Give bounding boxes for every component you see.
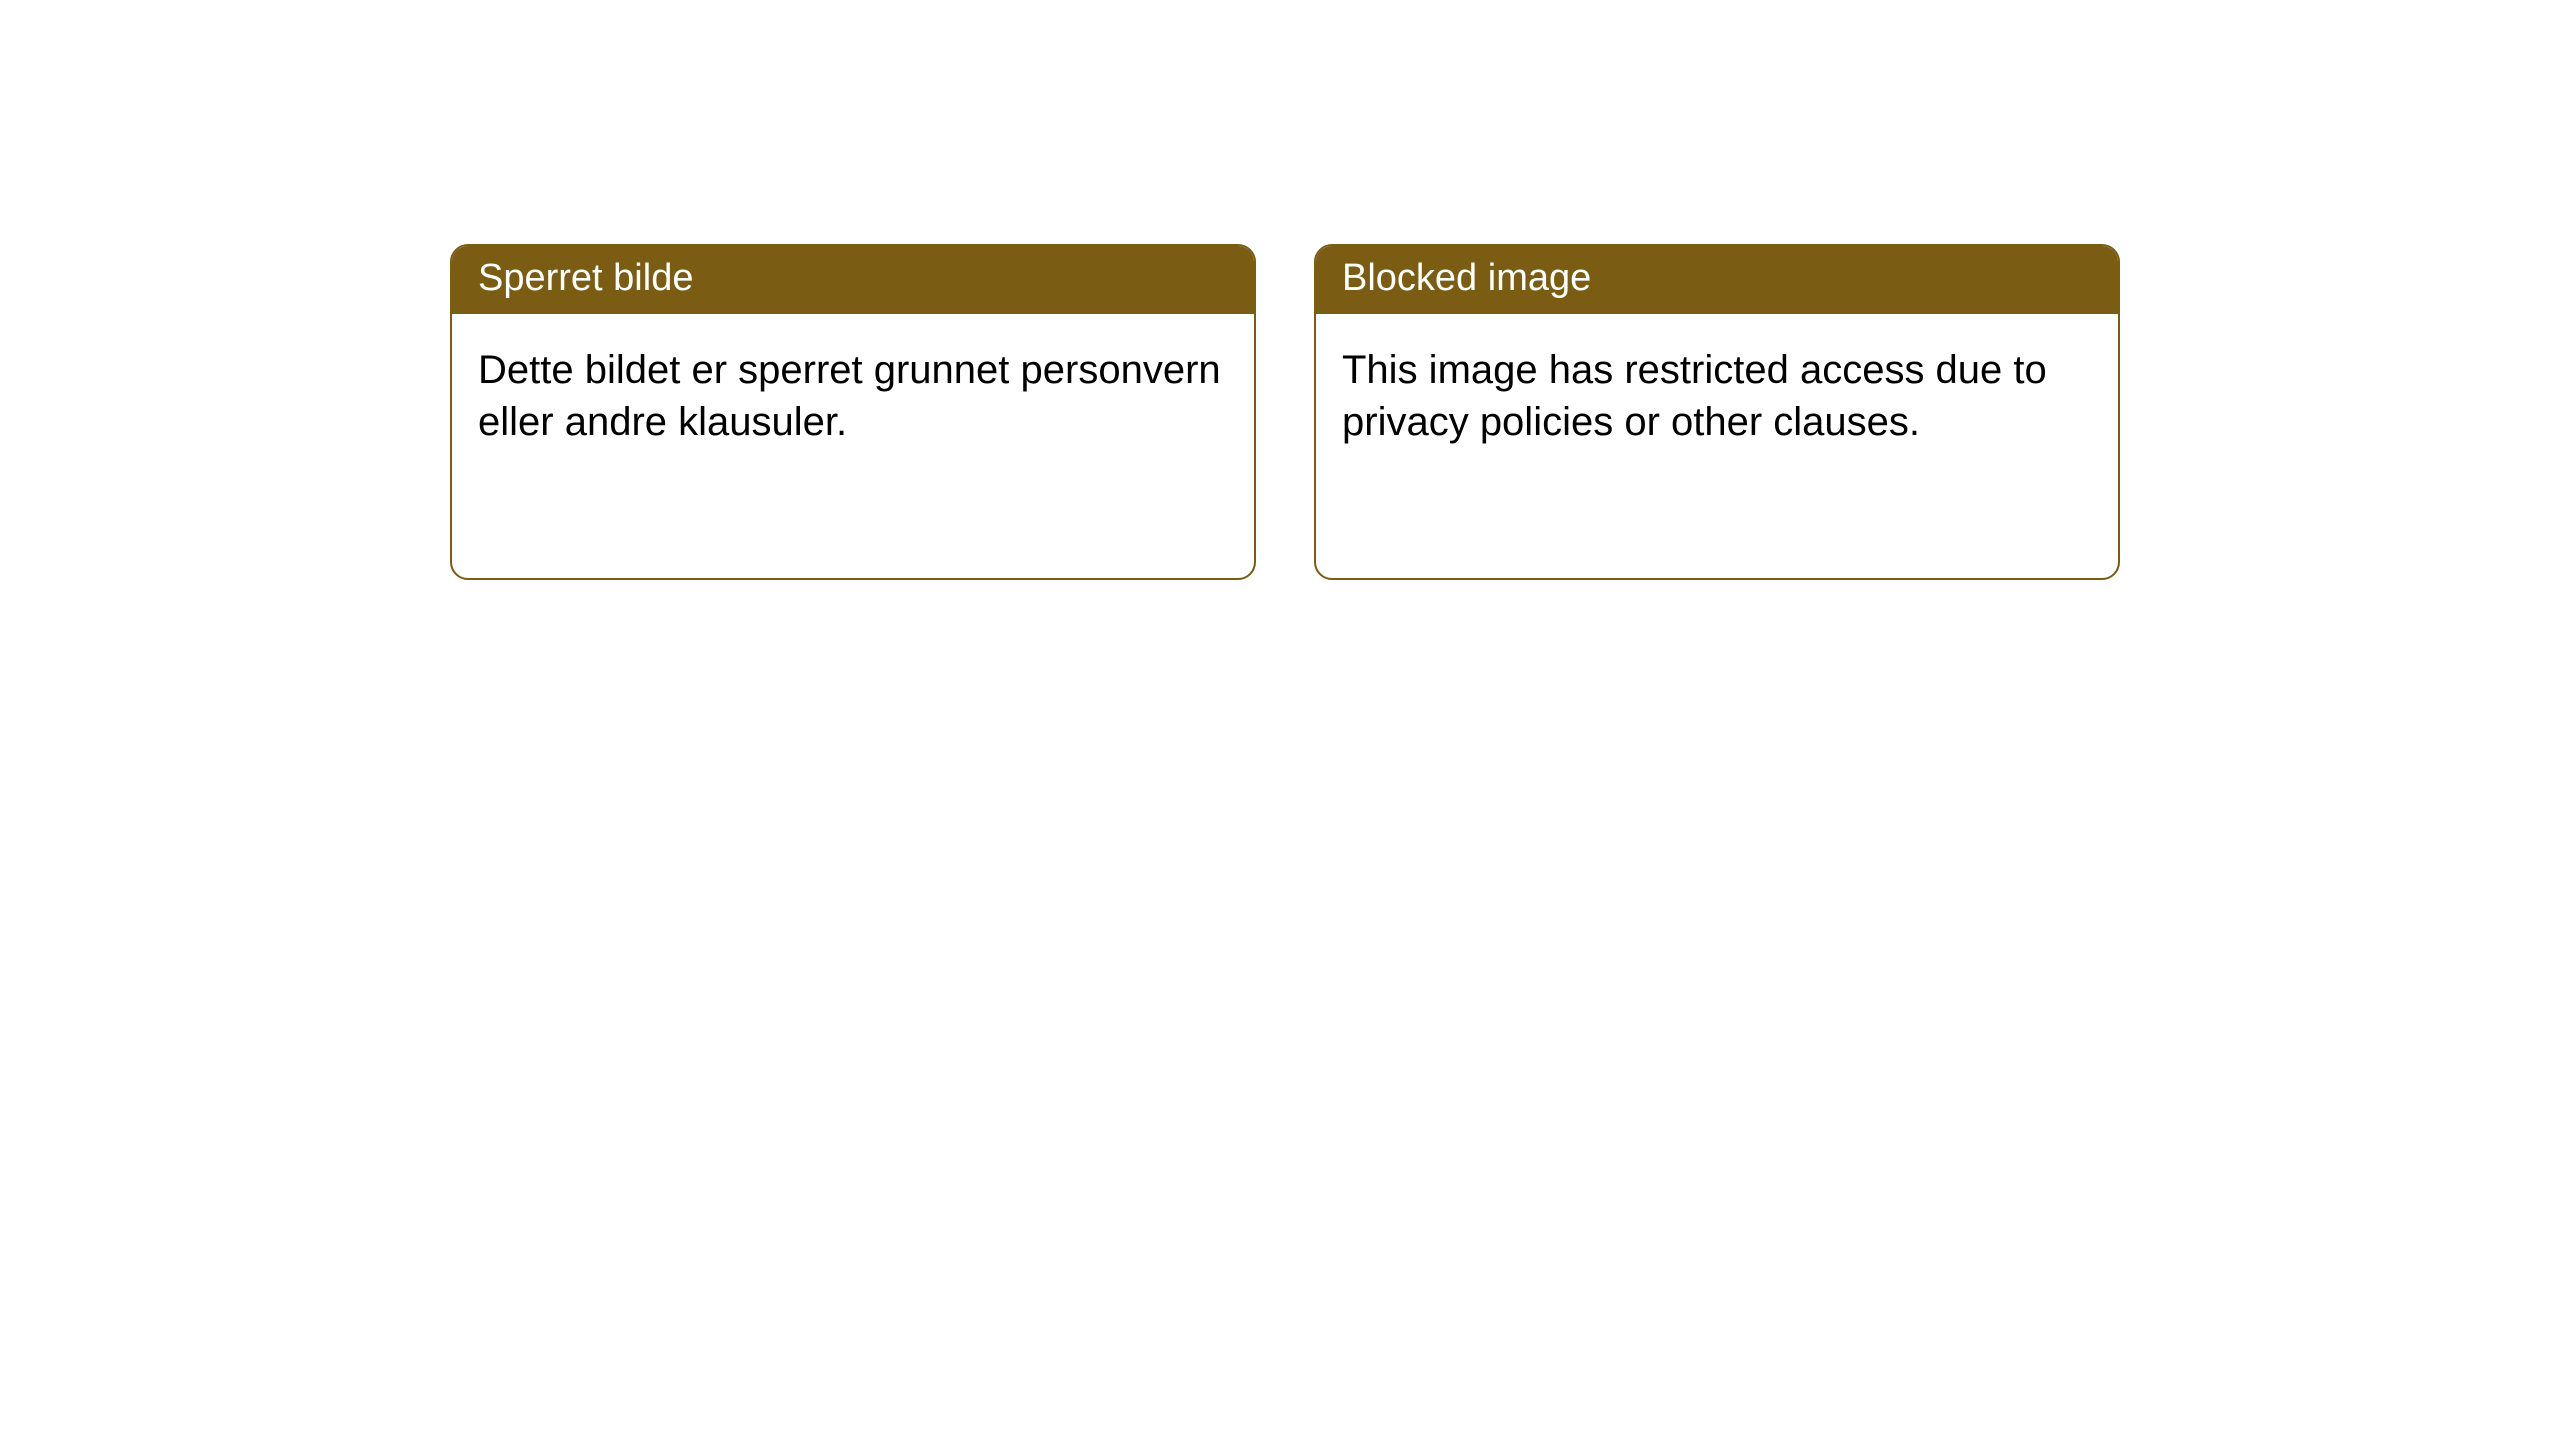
notice-body: This image has restricted access due to … (1316, 314, 2118, 578)
notice-box-norwegian: Sperret bilde Dette bildet er sperret gr… (450, 244, 1256, 580)
notice-body: Dette bildet er sperret grunnet personve… (452, 314, 1254, 578)
notice-box-english: Blocked image This image has restricted … (1314, 244, 2120, 580)
notice-header: Sperret bilde (452, 246, 1254, 314)
notice-header: Blocked image (1316, 246, 2118, 314)
notice-container: Sperret bilde Dette bildet er sperret gr… (450, 244, 2120, 580)
